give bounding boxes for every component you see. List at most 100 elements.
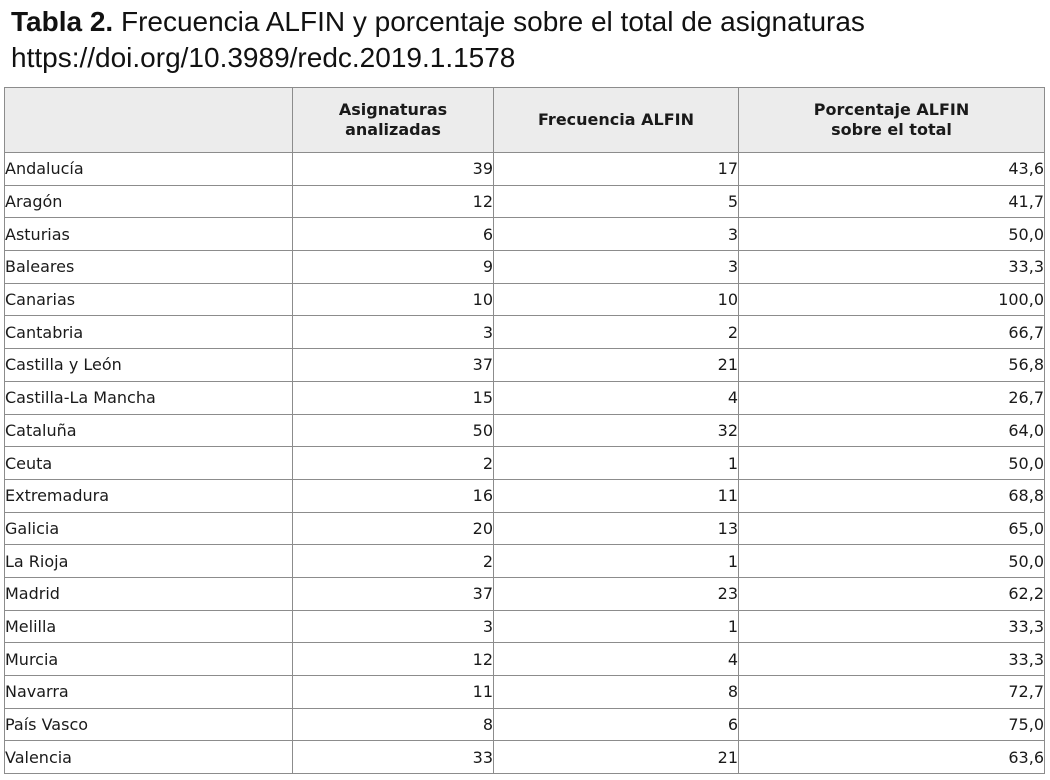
header-subjects-line1: Asignaturas	[338, 100, 448, 119]
frequency-cell: 6	[493, 707, 739, 742]
frequency-cell: 1	[493, 544, 739, 578]
subjects-cell: 39	[292, 152, 494, 186]
caption-label: Tabla 2.	[11, 6, 114, 37]
frequency-cell: 4	[493, 380, 739, 415]
header-region	[4, 87, 293, 153]
table-caption: Tabla 2. Frecuencia ALFIN y porcentaje s…	[11, 4, 1041, 76]
region-cell: Aragón	[4, 184, 293, 219]
percent-cell: 56,8	[738, 348, 1045, 382]
region-cell: Cantabria	[4, 315, 293, 350]
region-cell: Ceuta	[4, 446, 293, 480]
percent-cell: 64,0	[738, 413, 1045, 448]
percent-cell: 26,7	[738, 380, 1045, 415]
subjects-cell: 3	[292, 315, 494, 350]
frequency-cell: 21	[493, 740, 739, 775]
region-cell: Castilla-La Mancha	[4, 380, 293, 415]
subjects-cell: 37	[292, 576, 494, 611]
subjects-cell: 37	[292, 348, 494, 382]
table-row: Canarias 10 10 100,0	[4, 282, 1045, 317]
frequency-cell: 2	[493, 315, 739, 350]
percent-cell: 33,3	[738, 609, 1045, 644]
table-row: Andalucía 39 17 43,6	[4, 152, 1045, 186]
header-frequency: Frecuencia ALFIN	[493, 87, 739, 153]
table-row: Navarra 11 8 72,7	[4, 675, 1045, 709]
table-row: Melilla 3 1 33,3	[4, 609, 1045, 644]
frequency-cell: 23	[493, 576, 739, 611]
table-row: La Rioja 2 1 50,0	[4, 544, 1045, 578]
table-row: Murcia 12 4 33,3	[4, 642, 1045, 676]
percent-cell: 50,0	[738, 446, 1045, 480]
table-row: País Vasco 8 6 75,0	[4, 707, 1045, 742]
table-row: Valencia 33 21 63,6	[4, 740, 1045, 775]
percent-cell: 50,0	[738, 544, 1045, 578]
percent-cell: 33,3	[738, 250, 1045, 284]
table-row: Baleares 9 3 33,3	[4, 250, 1045, 284]
subjects-cell: 9	[292, 250, 494, 284]
region-cell: La Rioja	[4, 544, 293, 578]
region-cell: Murcia	[4, 642, 293, 676]
subjects-cell: 11	[292, 675, 494, 709]
region-cell: Valencia	[4, 740, 293, 775]
percent-cell: 50,0	[738, 217, 1045, 252]
frequency-cell: 10	[493, 282, 739, 317]
region-cell: Extremadura	[4, 478, 293, 513]
region-cell: Asturias	[4, 217, 293, 252]
table-row: Extremadura 16 11 68,8	[4, 478, 1045, 513]
header-subjects: Asignaturas analizadas	[292, 87, 494, 153]
frequency-cell: 11	[493, 478, 739, 513]
table-row: Galicia 20 13 65,0	[4, 511, 1045, 546]
percent-cell: 62,2	[738, 576, 1045, 611]
region-cell: Melilla	[4, 609, 293, 644]
header-percent: Porcentaje ALFIN sobre el total	[738, 87, 1045, 153]
frequency-cell: 21	[493, 348, 739, 382]
region-cell: Cataluña	[4, 413, 293, 448]
table-row: Castilla y León 37 21 56,8	[4, 348, 1045, 382]
frequency-cell: 1	[493, 609, 739, 644]
caption-title: Frecuencia ALFIN y porcentaje sobre el t…	[113, 6, 865, 37]
percent-cell: 63,6	[738, 740, 1045, 775]
frequency-cell: 32	[493, 413, 739, 448]
percent-cell: 72,7	[738, 675, 1045, 709]
subjects-cell: 50	[292, 413, 494, 448]
subjects-cell: 12	[292, 184, 494, 219]
percent-cell: 68,8	[738, 478, 1045, 513]
frequency-cell: 5	[493, 184, 739, 219]
frequency-cell: 4	[493, 642, 739, 676]
subjects-cell: 33	[292, 740, 494, 775]
subjects-cell: 3	[292, 609, 494, 644]
subjects-cell: 8	[292, 707, 494, 742]
subjects-cell: 12	[292, 642, 494, 676]
percent-cell: 43,6	[738, 152, 1045, 186]
percent-cell: 41,7	[738, 184, 1045, 219]
table-row: Aragón 12 5 41,7	[4, 184, 1045, 219]
subjects-cell: 20	[292, 511, 494, 546]
region-cell: Madrid	[4, 576, 293, 611]
region-cell: Navarra	[4, 675, 293, 709]
regional-frequency-table: Asignaturas analizadas Frecuencia ALFIN …	[4, 87, 1045, 775]
percent-cell: 66,7	[738, 315, 1045, 350]
header-row: Asignaturas analizadas Frecuencia ALFIN …	[4, 87, 1045, 153]
subjects-cell: 2	[292, 544, 494, 578]
frequency-cell: 13	[493, 511, 739, 546]
subjects-cell: 16	[292, 478, 494, 513]
frequency-cell: 8	[493, 675, 739, 709]
region-cell: Galicia	[4, 511, 293, 546]
table-row: Asturias 6 3 50,0	[4, 217, 1045, 252]
table-header: Asignaturas analizadas Frecuencia ALFIN …	[4, 87, 1045, 153]
table-row: Castilla-La Mancha 15 4 26,7	[4, 380, 1045, 415]
subjects-cell: 6	[292, 217, 494, 252]
percent-cell: 100,0	[738, 282, 1045, 317]
table-row: Ceuta 2 1 50,0	[4, 446, 1045, 480]
table-row: Madrid 37 23 62,2	[4, 576, 1045, 611]
region-cell: Castilla y León	[4, 348, 293, 382]
region-cell: Andalucía	[4, 152, 293, 186]
frequency-cell: 3	[493, 217, 739, 252]
subjects-cell: 10	[292, 282, 494, 317]
caption-doi[interactable]: https://doi.org/10.3989/redc.2019.1.1578	[11, 42, 516, 73]
table-body: Andalucía 39 17 43,6 Aragón 12 5 41,7 Asturias 6 3…	[4, 152, 1045, 775]
frequency-cell: 3	[493, 250, 739, 284]
percent-cell: 65,0	[738, 511, 1045, 546]
header-percent-line2: sobre el total	[831, 120, 952, 139]
header-subjects-line2: analizadas	[345, 120, 441, 139]
percent-cell: 75,0	[738, 707, 1045, 742]
